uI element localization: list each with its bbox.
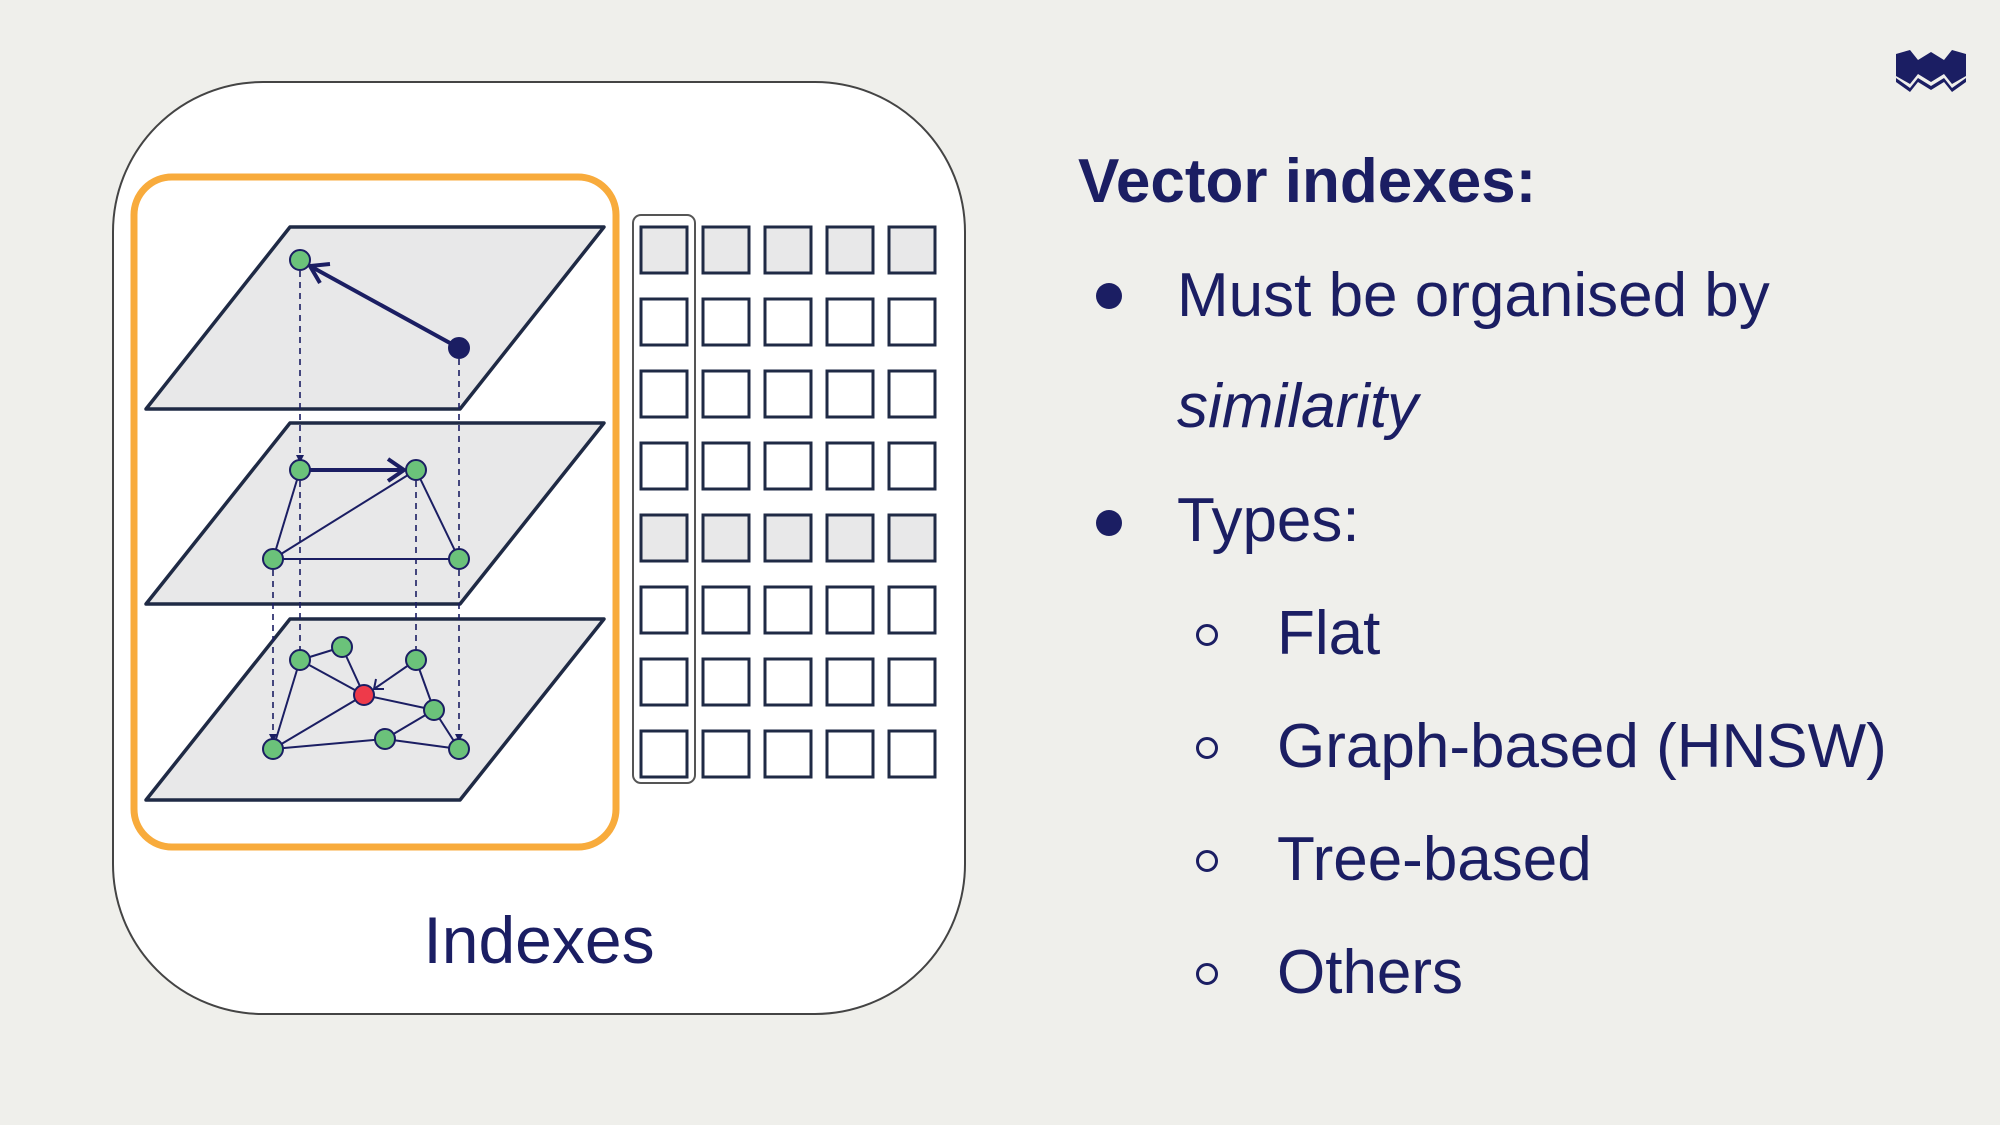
storage-cell [825, 513, 875, 563]
storage-cell [701, 225, 751, 275]
storage-cell [763, 297, 813, 347]
diagram-caption: Indexes [423, 903, 654, 977]
bullet-dot [1096, 510, 1122, 536]
hnsw-top-layer [144, 225, 606, 411]
storage-cell [825, 297, 875, 347]
middle-layer-edges [272, 469, 460, 560]
sub-bullet-tree-based: Tree-based [1277, 825, 1592, 894]
nearest-neighbor-node [353, 684, 375, 706]
storage-cell [701, 657, 751, 707]
graph-nodes [262, 249, 470, 760]
sub-bullet-ring [1196, 963, 1218, 985]
storage-cell [763, 729, 813, 779]
sub-bullet-ring [1196, 624, 1218, 646]
index-diagram: Indexes [112, 81, 966, 1015]
bullet-types: Types: [1177, 486, 1360, 555]
storage-cell [639, 729, 689, 779]
storage-cell [763, 585, 813, 635]
storage-cell [887, 225, 937, 275]
middle-layer-arrowhead [386, 457, 408, 483]
storage-cell [639, 513, 689, 563]
index-highlight-box [130, 173, 620, 851]
storage-cell [825, 657, 875, 707]
storage-cell [825, 585, 875, 635]
top-layer-search-edge [309, 264, 460, 350]
storage-cell [887, 729, 937, 779]
storage-cell [701, 441, 751, 491]
slide-heading: Vector indexes: [1078, 147, 1537, 216]
storage-cell [639, 225, 689, 275]
query-vector-node [448, 337, 470, 359]
storage-cell [639, 441, 689, 491]
storage-cell [701, 513, 751, 563]
storage-cell [639, 297, 689, 347]
storage-cell [887, 513, 937, 563]
storage-cell [639, 657, 689, 707]
weaviate-logo-icon [1896, 50, 1966, 92]
storage-cell [825, 729, 875, 779]
sub-bullet-others: Others [1277, 938, 1464, 1007]
storage-cell [639, 369, 689, 419]
storage-cell [763, 225, 813, 275]
hnsw-bottom-layer [144, 617, 606, 802]
layer-projection-lines [272, 260, 460, 742]
storage-cell [825, 441, 875, 491]
storage-cell [701, 369, 751, 419]
storage-cell [887, 297, 937, 347]
hnsw-middle-layer [144, 421, 606, 606]
bottom-layer-arrowhead [372, 678, 384, 690]
column-highlight [632, 214, 696, 784]
storage-cell [639, 585, 689, 635]
bullet-organised-by: Must be organised by [1177, 261, 1770, 330]
sub-bullet-flat: Flat [1277, 599, 1381, 668]
storage-cell [763, 513, 813, 563]
sub-bullet-graph-based: Graph-based (HNSW) [1277, 712, 1887, 781]
storage-cell [701, 729, 751, 779]
storage-cell [763, 441, 813, 491]
storage-cell [887, 585, 937, 635]
storage-cell [887, 441, 937, 491]
object-storage-grid [639, 225, 937, 779]
top-layer-arrowhead [306, 262, 331, 285]
bullet-similarity: similarity [1177, 372, 1419, 441]
storage-cell [701, 297, 751, 347]
storage-cell [763, 369, 813, 419]
sub-bullet-ring [1196, 850, 1218, 872]
storage-cell [701, 585, 751, 635]
sub-bullet-ring [1196, 737, 1218, 759]
storage-cell [763, 657, 813, 707]
bullet-dot [1096, 283, 1122, 309]
storage-cell [887, 657, 937, 707]
storage-cell [825, 369, 875, 419]
storage-cell [825, 225, 875, 275]
storage-cell [887, 369, 937, 419]
